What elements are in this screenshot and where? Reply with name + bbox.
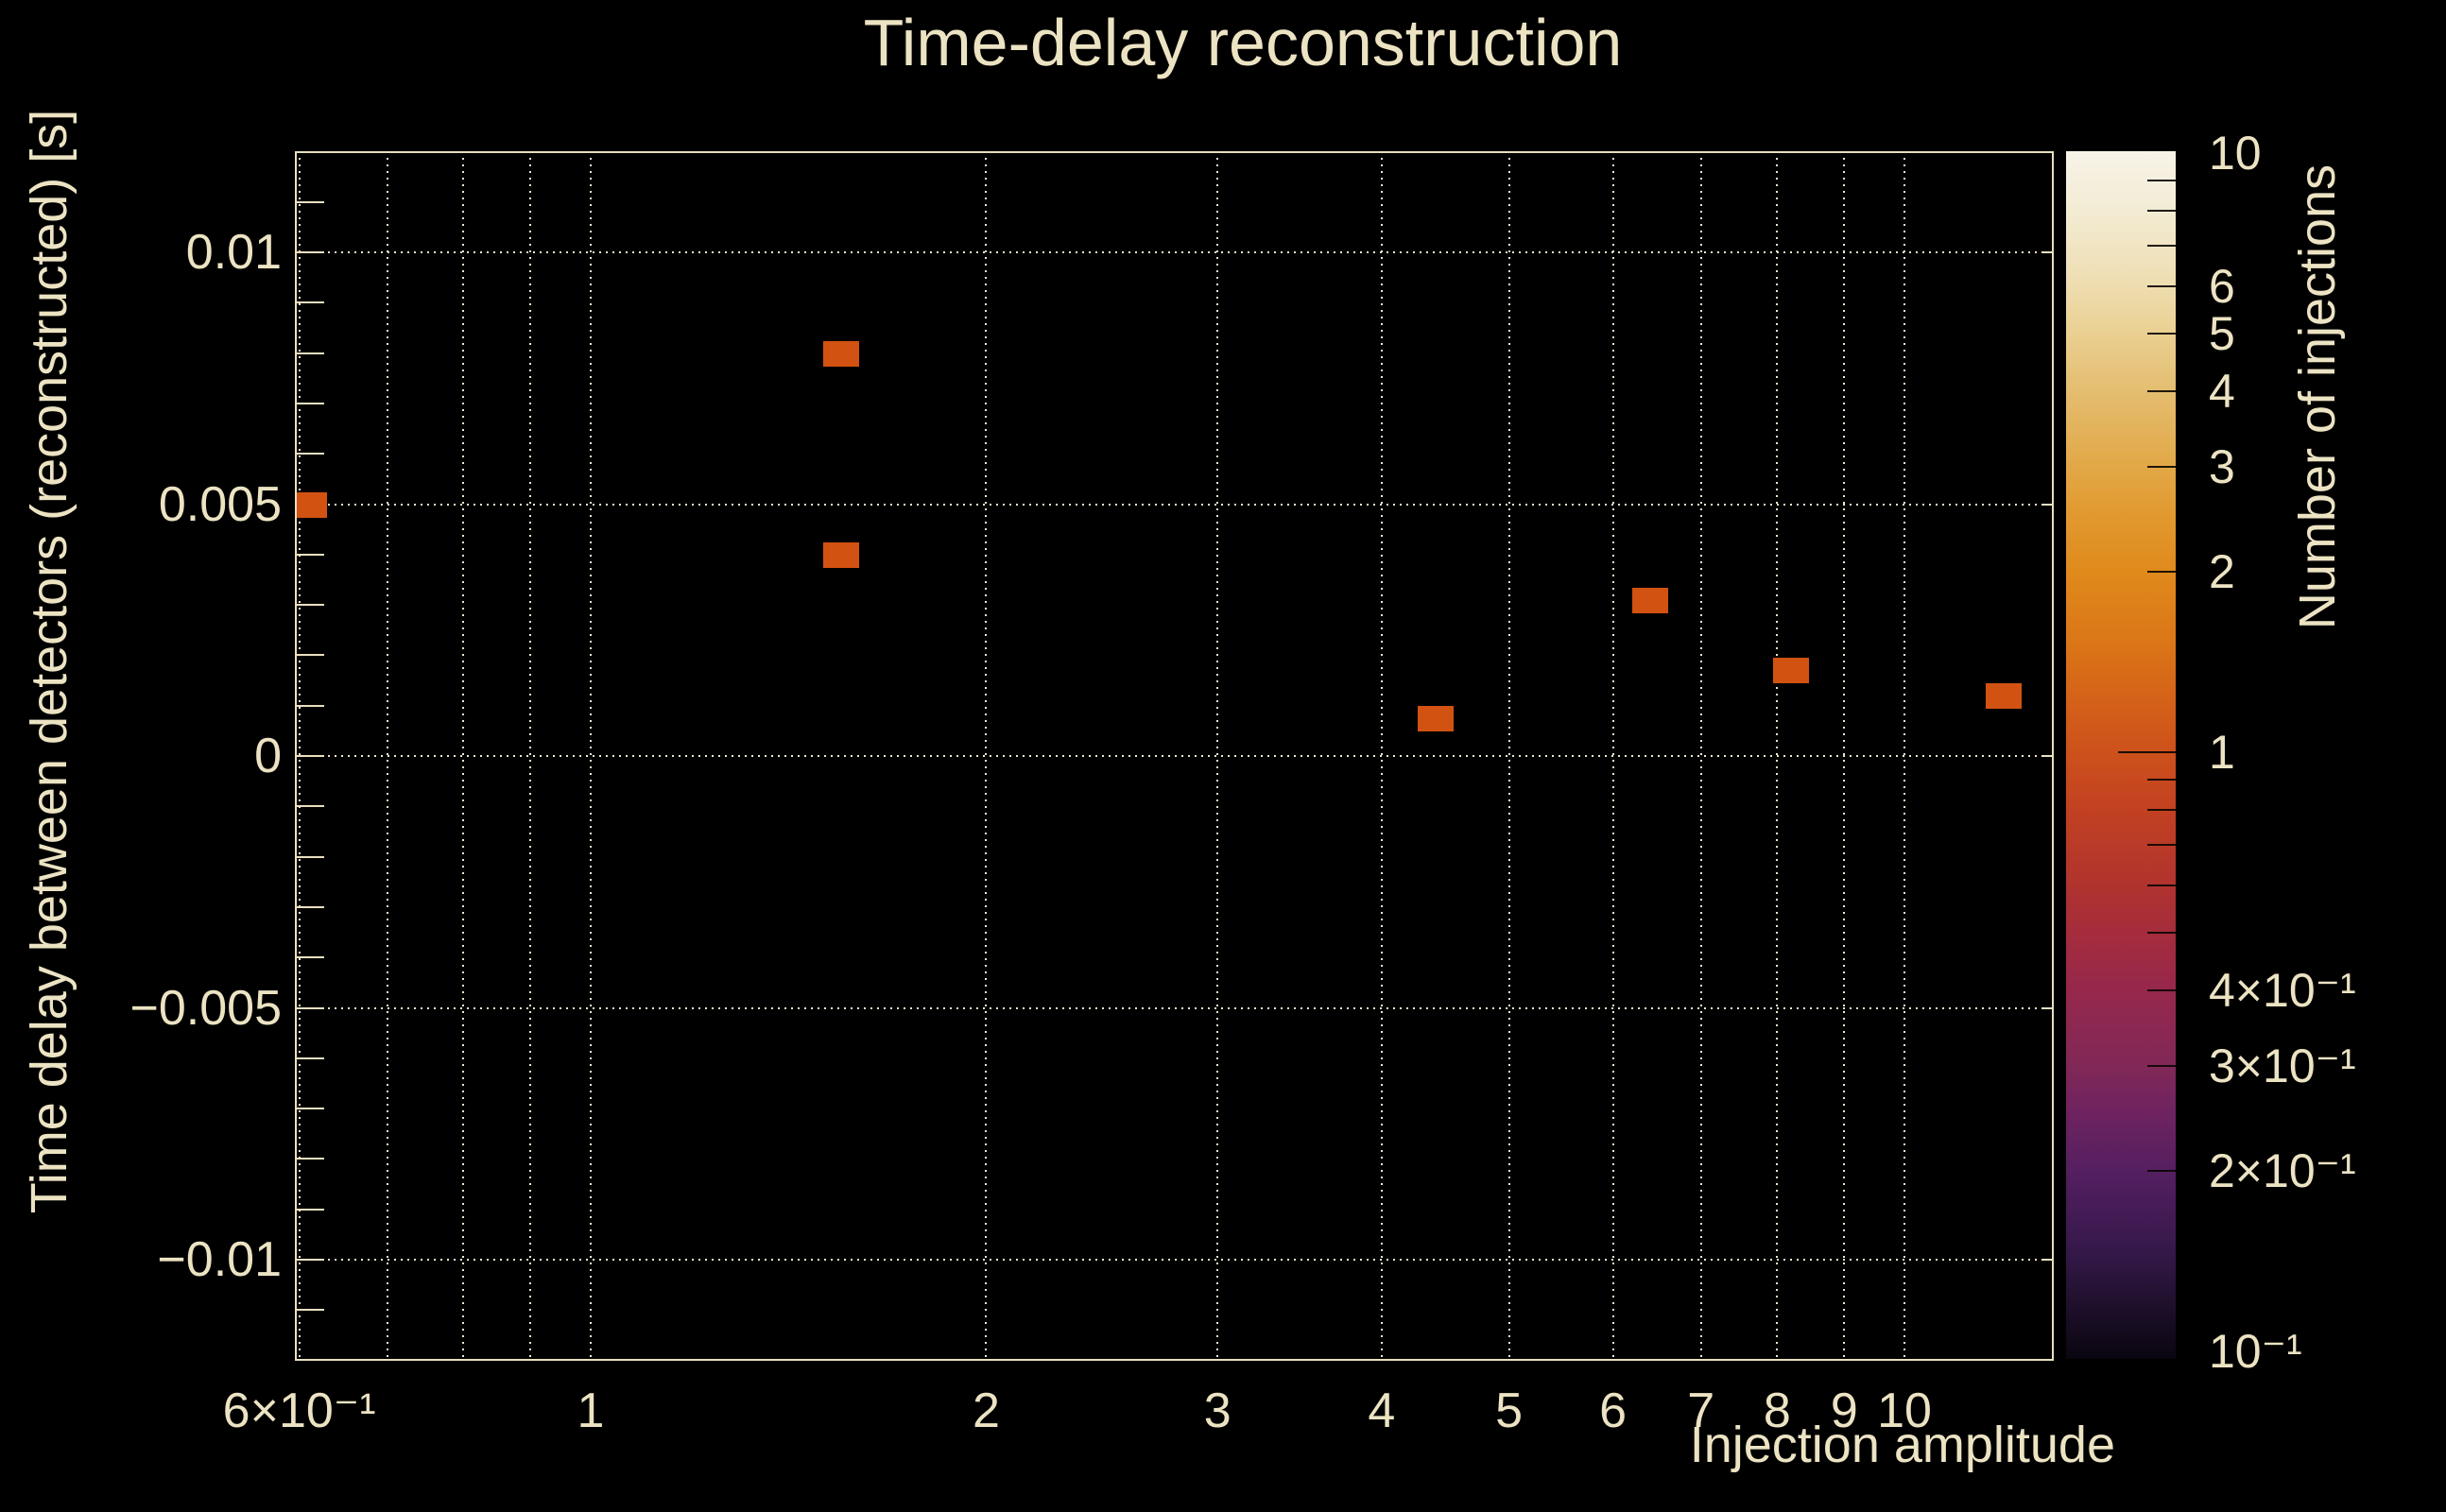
y-axis-tick (295, 805, 324, 808)
y-axis-tick (295, 1057, 324, 1059)
y-axis-tick (295, 956, 324, 959)
y-axis-tick (295, 855, 324, 858)
heatmap-bin (1986, 683, 2022, 710)
y-axis-tick (295, 905, 324, 908)
colorbar-minor-tick (2147, 180, 2176, 181)
x-tick-label: 1 (577, 1383, 605, 1438)
y-axis-tick (295, 553, 324, 556)
y-axis-tick (295, 704, 324, 707)
y-axis-right-tick (2043, 503, 2054, 506)
colorbar-minor-tick (2147, 809, 2176, 812)
colorbar-major-tick (2118, 751, 2176, 753)
colorbar-minor-tick (2147, 332, 2176, 335)
plot-area (295, 151, 2054, 1361)
colorbar-minor-tick (2147, 571, 2176, 574)
colorbar-minor-tick (2147, 989, 2176, 992)
x-tick-label: 6 (1599, 1383, 1628, 1438)
heatmap-bin (1773, 658, 1810, 684)
y-tick-label: −0.005 (129, 980, 283, 1036)
x-tick-label: 8 (1763, 1383, 1791, 1438)
y-gridline (295, 251, 2054, 253)
y-axis-tick (295, 1309, 324, 1312)
colorbar-tick-label: 10⁻¹ (2209, 1325, 2302, 1378)
colorbar-tick-label: 2 (2209, 545, 2235, 599)
y-axis-tick (295, 604, 324, 607)
y-tick-label: −0.01 (157, 1232, 282, 1287)
y-tick-label: 0.005 (158, 476, 282, 532)
colorbar-tick-label: 4×10⁻¹ (2209, 964, 2356, 1018)
plot-frame-line (295, 151, 297, 1361)
x-axis-title: Injection amplitude (1689, 1417, 2115, 1473)
y-tick-label: 0.01 (185, 225, 282, 280)
y-axis-right-tick (2043, 755, 2054, 757)
y-axis-tick (295, 301, 324, 304)
colorbar-minor-tick (2147, 779, 2176, 781)
colorbar-minor-tick (2147, 1064, 2176, 1067)
colorbar-minor-tick (2147, 844, 2176, 847)
heatmap-bin (822, 541, 859, 568)
colorbar-tick-label: 3×10⁻¹ (2209, 1039, 2356, 1092)
colorbar-tick-label: 10 (2209, 127, 2262, 180)
colorbar-tick-label: 1 (2209, 726, 2235, 779)
y-axis-tick (295, 200, 324, 203)
y-axis-tick (295, 1208, 324, 1211)
colorbar-minor-tick (2147, 284, 2176, 287)
y-gridline (295, 755, 2054, 757)
y-axis-tick (295, 755, 324, 757)
plot-frame-line (295, 151, 2054, 153)
y-axis-right-tick (2043, 251, 2054, 253)
y-axis-right-tick (2043, 1006, 2054, 1009)
colorbar-tick-label: 4 (2209, 365, 2235, 419)
colorbar-minor-tick (2147, 465, 2176, 468)
colorbar-minor-tick (2147, 931, 2176, 934)
x-tick-label: 2 (972, 1383, 1000, 1438)
x-tick-label: 7 (1687, 1383, 1715, 1438)
heatmap-bin (1631, 587, 1668, 613)
chart-title: Time-delay reconstruction (863, 6, 1623, 79)
colorbar-minor-tick (2147, 245, 2176, 248)
colorbar-title: Number of injections (2289, 163, 2346, 630)
colorbar-tick-label: 6 (2209, 259, 2235, 313)
x-tick-label: 6×10⁻¹ (222, 1383, 376, 1438)
y-gridline (295, 1006, 2054, 1009)
heatmap-bin (1418, 706, 1455, 732)
y-gridline (295, 503, 2054, 506)
heatmap-bin (822, 340, 859, 367)
y-axis-tick (295, 1158, 324, 1160)
colorbar-tick-label: 3 (2209, 439, 2235, 493)
plot-frame-line (295, 1359, 2054, 1361)
y-axis-tick (295, 1006, 324, 1009)
colorbar-tick-label: 5 (2209, 306, 2235, 360)
y-axis-tick (295, 352, 324, 354)
colorbar-tick-label: 2×10⁻¹ (2209, 1144, 2356, 1198)
x-tick-label: 3 (1203, 1383, 1232, 1438)
y-axis-right-tick (2043, 1259, 2054, 1261)
x-tick-label: 5 (1495, 1383, 1524, 1438)
y-axis-tick (295, 1259, 324, 1261)
y-axis-tick (295, 251, 324, 253)
heatmap-bin (295, 491, 327, 518)
plot-frame-line (2052, 151, 2054, 1361)
colorbar-minor-tick (2147, 1170, 2176, 1173)
y-axis-tick (295, 453, 324, 455)
colorbar-minor-tick (2147, 210, 2176, 213)
y-axis-tick (295, 1108, 324, 1110)
colorbar-minor-tick (2147, 884, 2176, 886)
x-tick-label: 9 (1830, 1383, 1858, 1438)
x-tick-label: 10 (1877, 1383, 1932, 1438)
y-gridline (295, 1259, 2054, 1261)
y-tick-label: 0 (254, 729, 282, 783)
y-axis-title: Time delay between detectors (reconstruc… (21, 109, 78, 1214)
y-axis-tick (295, 402, 324, 404)
colorbar-minor-tick (2147, 390, 2176, 393)
y-axis-tick (295, 654, 324, 657)
colorbar (2066, 151, 2176, 1359)
x-tick-label: 4 (1368, 1383, 1396, 1438)
